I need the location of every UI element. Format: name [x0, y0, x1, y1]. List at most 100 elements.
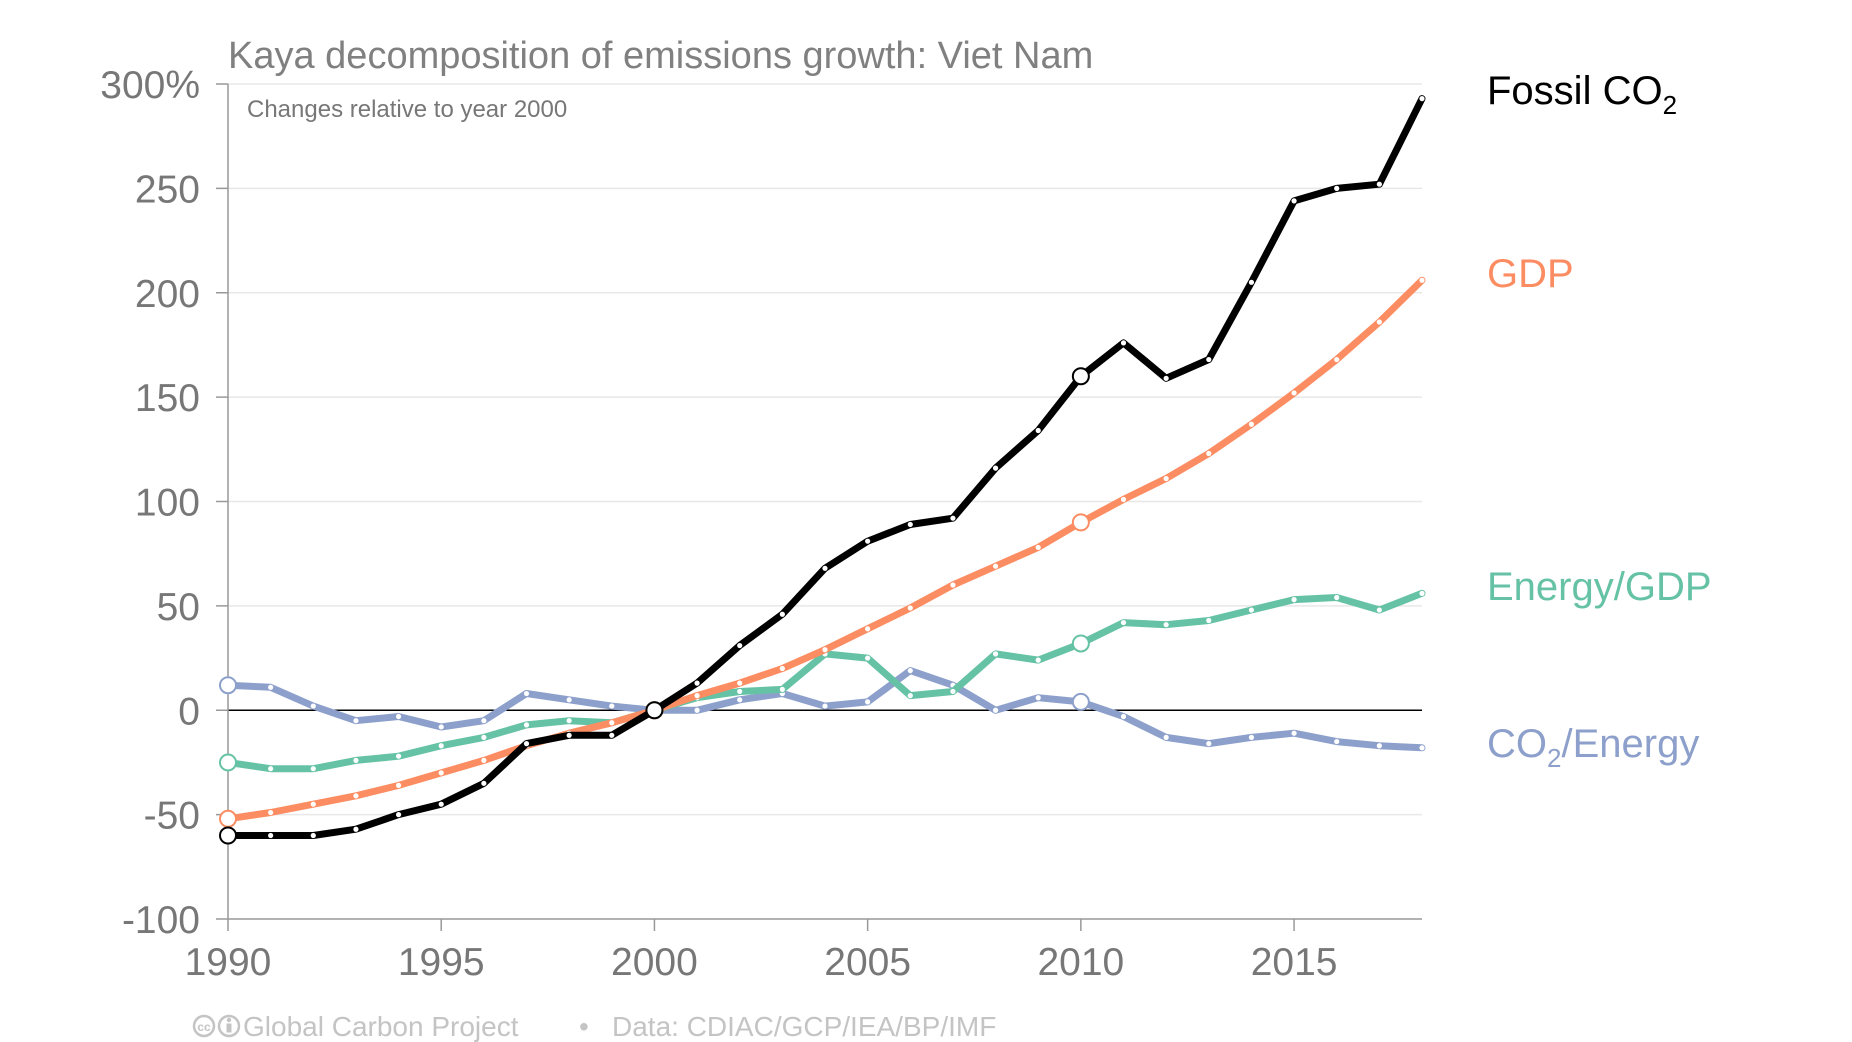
data-point	[310, 801, 316, 807]
data-point	[1206, 617, 1212, 624]
data-point	[1419, 277, 1425, 283]
creative-commons-icon: cc	[192, 1014, 216, 1038]
data-point	[438, 743, 444, 749]
x-tick-label: 2005	[824, 941, 911, 984]
data-point	[865, 538, 871, 544]
y-tick-label: -50	[144, 795, 200, 838]
data-point	[992, 651, 999, 657]
data-point	[1163, 475, 1169, 482]
y-tick-label: 50	[157, 586, 200, 629]
data-point	[566, 732, 572, 738]
data-point	[1419, 96, 1425, 102]
series-label: Fossil CO2	[1487, 69, 1677, 120]
data-point	[950, 688, 956, 695]
data-point	[779, 665, 785, 672]
x-tick-label: 2015	[1251, 941, 1338, 984]
y-tick-label: 200	[135, 273, 200, 316]
data-point	[481, 780, 487, 786]
data-point	[822, 703, 828, 709]
data-point	[1334, 185, 1340, 191]
data-point	[566, 697, 572, 703]
series-label: GDP	[1487, 252, 1574, 296]
data-point	[1120, 496, 1127, 503]
data-point	[1206, 450, 1212, 457]
data-point	[1035, 657, 1041, 663]
data-point	[1248, 279, 1255, 285]
series-label: CO2/Energy	[1487, 722, 1699, 773]
data-point	[1163, 622, 1169, 628]
data-point	[1120, 713, 1127, 720]
data-point	[523, 741, 530, 747]
gridlines	[228, 83, 1422, 816]
data-point	[353, 757, 359, 763]
data-point	[779, 611, 785, 617]
data-point-marker	[1071, 692, 1090, 711]
data-point	[1035, 427, 1041, 434]
series-lines	[219, 95, 1426, 845]
data-point	[1291, 730, 1297, 736]
data-point	[737, 697, 743, 703]
data-point	[268, 684, 274, 690]
data-point-marker	[1071, 367, 1090, 386]
data-point	[1035, 544, 1041, 551]
series-line	[224, 667, 1426, 752]
data-point	[609, 703, 615, 709]
data-point	[1419, 590, 1425, 596]
x-tick-label: 2010	[1037, 941, 1124, 984]
data-point	[1035, 695, 1041, 701]
chart-subtitle: Changes relative to year 2000	[247, 96, 567, 123]
data-point	[1376, 181, 1382, 187]
data-point	[609, 720, 615, 726]
data-point	[865, 626, 871, 632]
x-tick-label: 2000	[611, 941, 698, 984]
data-point	[310, 832, 316, 839]
data-point	[1376, 607, 1382, 613]
data-point	[822, 565, 828, 571]
data-point	[950, 515, 956, 521]
y-tick-label: 250	[135, 168, 200, 211]
data-point	[907, 605, 913, 611]
data-point	[1248, 421, 1255, 427]
data-point	[1248, 734, 1255, 740]
data-point	[1206, 356, 1212, 363]
y-tick-label: 150	[135, 377, 200, 420]
data-point	[865, 699, 871, 705]
data-point	[353, 718, 359, 724]
y-tick-label: 0	[178, 690, 200, 733]
data-point	[395, 753, 402, 759]
data-point	[950, 582, 956, 588]
series-line	[224, 589, 1426, 773]
data-point	[992, 465, 999, 471]
data-point	[865, 655, 871, 661]
data-point-marker	[1071, 634, 1090, 653]
data-point	[992, 563, 999, 569]
data-point	[438, 724, 444, 730]
data-point	[353, 793, 359, 799]
data-point	[1419, 745, 1425, 751]
footer-separator: •	[579, 1011, 589, 1042]
attribution-icon	[217, 1014, 241, 1038]
series-labels: Fossil CO2 GDP Energy/GDP CO2/Energy	[1487, 69, 1712, 773]
data-point	[694, 693, 700, 699]
footer-source: Data: CDIAC/GCP/IEA/BP/IMF	[612, 1011, 996, 1042]
data-point	[609, 732, 615, 738]
data-point	[268, 832, 274, 839]
data-point-marker	[645, 701, 664, 720]
data-point	[395, 713, 402, 720]
data-point	[523, 690, 530, 697]
data-point	[907, 667, 913, 674]
chart-title: Kaya decomposition of emissions growth: …	[228, 35, 1093, 77]
data-point	[1334, 594, 1340, 601]
data-point	[1291, 390, 1297, 396]
data-point	[1163, 734, 1169, 740]
data-point-marker	[219, 826, 237, 845]
data-point	[737, 680, 743, 686]
x-tick-label: 1990	[185, 941, 272, 984]
data-point	[737, 688, 743, 695]
data-point-marker	[219, 753, 237, 772]
data-point	[268, 766, 274, 772]
footer-project: Global Carbon Project	[243, 1011, 519, 1042]
data-point	[1120, 619, 1127, 626]
